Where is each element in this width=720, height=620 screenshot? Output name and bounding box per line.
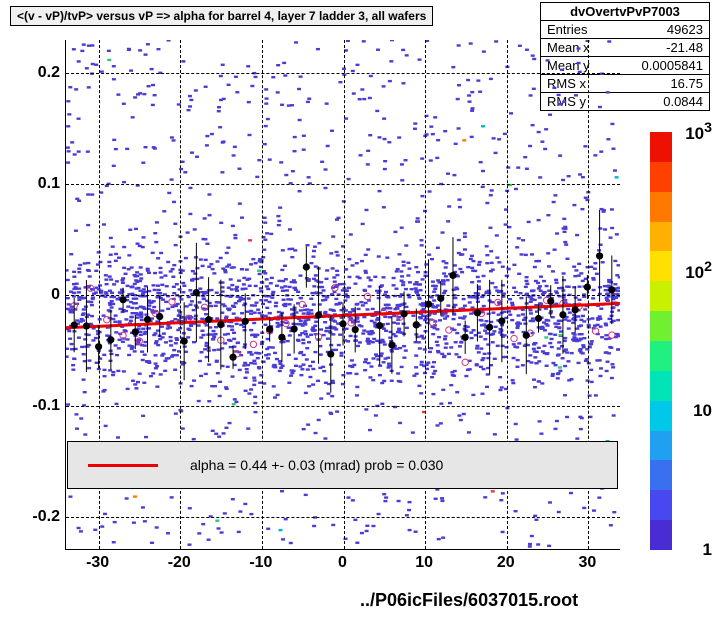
chart-title: <(v - vP)/tvP> versus vP => alpha for ba… [10, 6, 433, 26]
colorbar-segment [650, 371, 672, 401]
xtick-label: 0 [338, 554, 347, 572]
ytick-label: 0.1 [15, 175, 60, 193]
colorbar-segment [650, 401, 672, 431]
xtick-label: -30 [86, 554, 109, 572]
footer-path: ../P06icFiles/6037015.root [360, 590, 578, 611]
legend-text: alpha = 0.44 +- 0.03 (mrad) prob = 0.030 [190, 457, 443, 473]
colorbar-segment [650, 431, 672, 461]
xtick-label: 30 [578, 554, 596, 572]
colorbar-segment [650, 132, 672, 162]
colorbar [650, 132, 672, 550]
stats-value: 0.0005841 [642, 58, 703, 73]
ytick-label: 0 [15, 286, 60, 304]
legend-line [88, 464, 158, 467]
colorbar-segment [650, 490, 672, 520]
stats-value: 16.75 [670, 76, 703, 91]
xtick-label: -10 [249, 554, 272, 572]
stats-label: Entries [547, 22, 587, 37]
colorbar-tick: 10 [693, 401, 712, 421]
colorbar-tick: 103 [685, 120, 712, 144]
colorbar-segment [650, 460, 672, 490]
colorbar-segment [650, 281, 672, 311]
stats-row-entries: Entries 49623 [541, 21, 709, 39]
ytick-label: -0.2 [15, 508, 60, 526]
xtick-label: -20 [168, 554, 191, 572]
colorbar-tick: 102 [685, 260, 712, 284]
xtick-label: 10 [415, 554, 433, 572]
colorbar-segment [650, 520, 672, 550]
xtick-label: 20 [497, 554, 515, 572]
ytick-label: 0.2 [15, 64, 60, 82]
stats-value: 0.0844 [663, 94, 703, 109]
stats-value: -21.48 [666, 40, 703, 55]
colorbar-segment [650, 251, 672, 281]
fit-legend: alpha = 0.44 +- 0.03 (mrad) prob = 0.030 [67, 441, 618, 489]
ytick-label: -0.1 [15, 397, 60, 415]
colorbar-segment [650, 222, 672, 252]
colorbar-segment [650, 162, 672, 192]
colorbar-segment [650, 311, 672, 341]
stats-value: 49623 [667, 22, 703, 37]
colorbar-tick: 1 [703, 540, 712, 560]
colorbar-segment [650, 192, 672, 222]
stats-title: dvOvertvPvP7003 [541, 3, 709, 21]
colorbar-segment [650, 341, 672, 371]
